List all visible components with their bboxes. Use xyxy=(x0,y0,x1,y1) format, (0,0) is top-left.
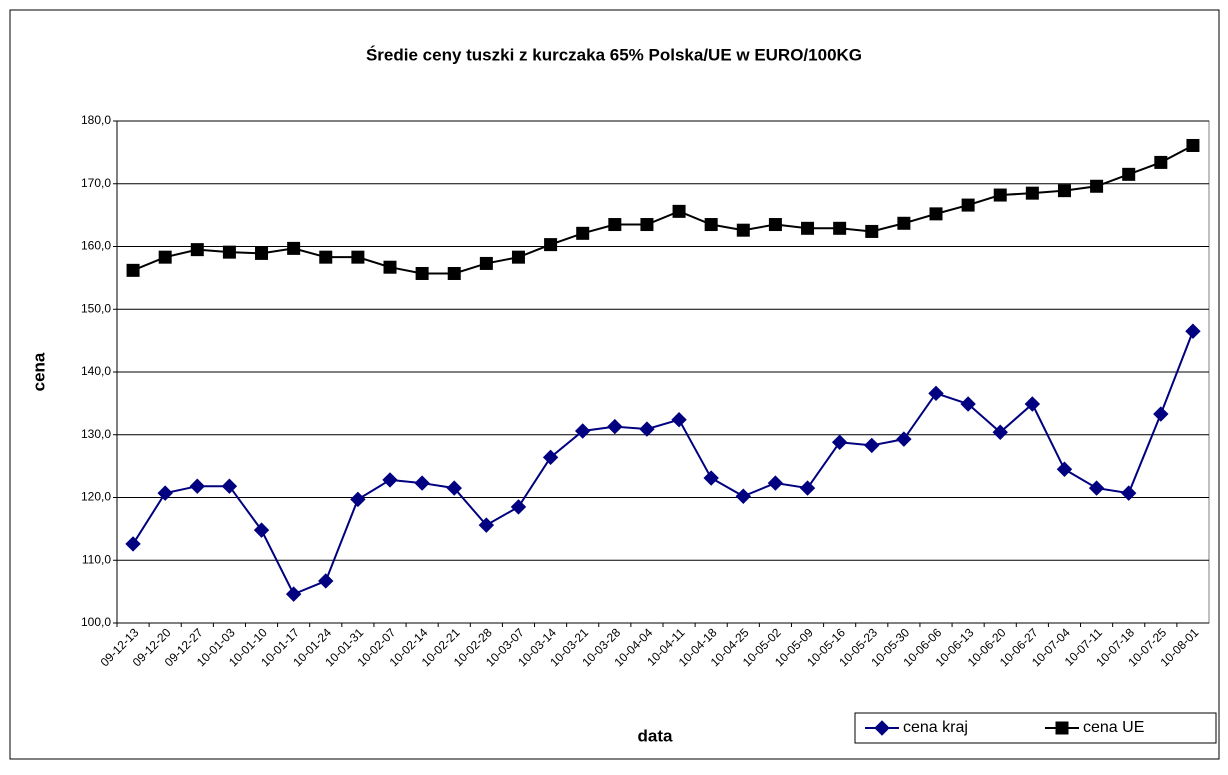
y-tick-label: 100,0 xyxy=(81,615,111,629)
marker-diamond xyxy=(189,478,206,494)
marker-square xyxy=(897,216,911,230)
marker-square xyxy=(1154,155,1168,169)
y-tick-label: 150,0 xyxy=(81,301,111,315)
marker-diamond xyxy=(735,488,752,504)
marker-diamond xyxy=(510,499,527,515)
marker-diamond xyxy=(350,491,366,508)
marker-diamond xyxy=(639,421,655,437)
marker-diamond xyxy=(703,470,719,486)
marker-square xyxy=(993,188,1007,202)
marker-diamond xyxy=(1024,396,1041,412)
marker-square xyxy=(608,218,622,232)
marker-square xyxy=(768,218,782,232)
marker-square xyxy=(865,224,879,238)
marker-diamond xyxy=(1185,323,1201,339)
y-tick-label: 140,0 xyxy=(81,364,111,378)
marker-square xyxy=(158,250,172,264)
y-tick-label: 130,0 xyxy=(81,427,111,441)
marker-diamond xyxy=(446,480,462,496)
marker-square xyxy=(126,263,140,277)
marker-diamond xyxy=(864,437,880,454)
marker-square xyxy=(672,204,686,218)
marker-square xyxy=(1055,721,1069,735)
marker-square xyxy=(383,260,397,274)
marker-square xyxy=(833,221,847,235)
legend-label: cena UE xyxy=(1083,719,1144,736)
marker-diamond xyxy=(831,434,848,450)
marker-square xyxy=(255,246,269,260)
marker-diamond xyxy=(1088,480,1105,496)
y-tick-label: 160,0 xyxy=(81,239,111,253)
marker-square xyxy=(1090,179,1104,193)
marker-diamond xyxy=(1056,461,1073,477)
legend-label: cena kraj xyxy=(903,719,968,736)
marker-square xyxy=(640,218,654,232)
marker-diamond xyxy=(960,396,976,412)
marker-diamond xyxy=(799,480,816,496)
series-line xyxy=(132,144,1194,275)
marker-diamond xyxy=(992,424,1008,440)
marker-square xyxy=(1025,186,1039,200)
y-axis-title: cena xyxy=(29,352,48,391)
marker-diamond xyxy=(671,411,687,428)
marker-square xyxy=(319,250,333,264)
marker-diamond xyxy=(221,478,238,494)
y-tick-label: 110,0 xyxy=(82,552,111,566)
marker-diamond xyxy=(542,449,559,466)
marker-diamond xyxy=(874,720,890,736)
marker-diamond xyxy=(896,431,912,447)
marker-diamond xyxy=(574,423,591,439)
marker-square xyxy=(736,223,750,237)
y-tick-label: 120,0 xyxy=(81,490,111,504)
marker-square xyxy=(479,256,493,270)
marker-diamond xyxy=(318,573,334,589)
marker-square xyxy=(929,207,943,221)
marker-diamond xyxy=(607,418,623,435)
marker-diamond xyxy=(125,536,141,552)
marker-square xyxy=(544,238,558,252)
marker-diamond xyxy=(1153,406,1169,422)
marker-square xyxy=(447,266,461,280)
marker-diamond xyxy=(767,475,784,491)
marker-diamond xyxy=(285,586,302,602)
chart-title: Średie ceny tuszki z kurczaka 65% Polska… xyxy=(366,45,862,64)
marker-square xyxy=(511,250,525,264)
marker-square xyxy=(1057,184,1071,198)
y-tick-label: 180,0 xyxy=(81,113,111,127)
marker-square xyxy=(190,243,204,257)
marker-square xyxy=(222,245,236,259)
marker-square xyxy=(704,218,718,232)
marker-square xyxy=(1122,167,1136,181)
marker-square xyxy=(961,198,975,212)
marker-diamond xyxy=(253,522,270,538)
y-tick-label: 170,0 xyxy=(81,176,111,190)
marker-square xyxy=(415,266,429,280)
marker-square xyxy=(576,226,590,240)
marker-diamond xyxy=(157,485,173,501)
marker-diamond xyxy=(1121,485,1137,501)
marker-square xyxy=(287,241,301,255)
legend xyxy=(854,712,1217,744)
marker-diamond xyxy=(478,517,495,533)
x-axis-title: data xyxy=(638,726,674,745)
marker-diamond xyxy=(382,472,398,488)
series-line xyxy=(132,330,1194,596)
marker-diamond xyxy=(414,475,430,491)
marker-square xyxy=(1186,138,1200,152)
marker-square xyxy=(351,250,365,264)
marker-square xyxy=(801,221,815,235)
marker-diamond xyxy=(928,385,944,402)
